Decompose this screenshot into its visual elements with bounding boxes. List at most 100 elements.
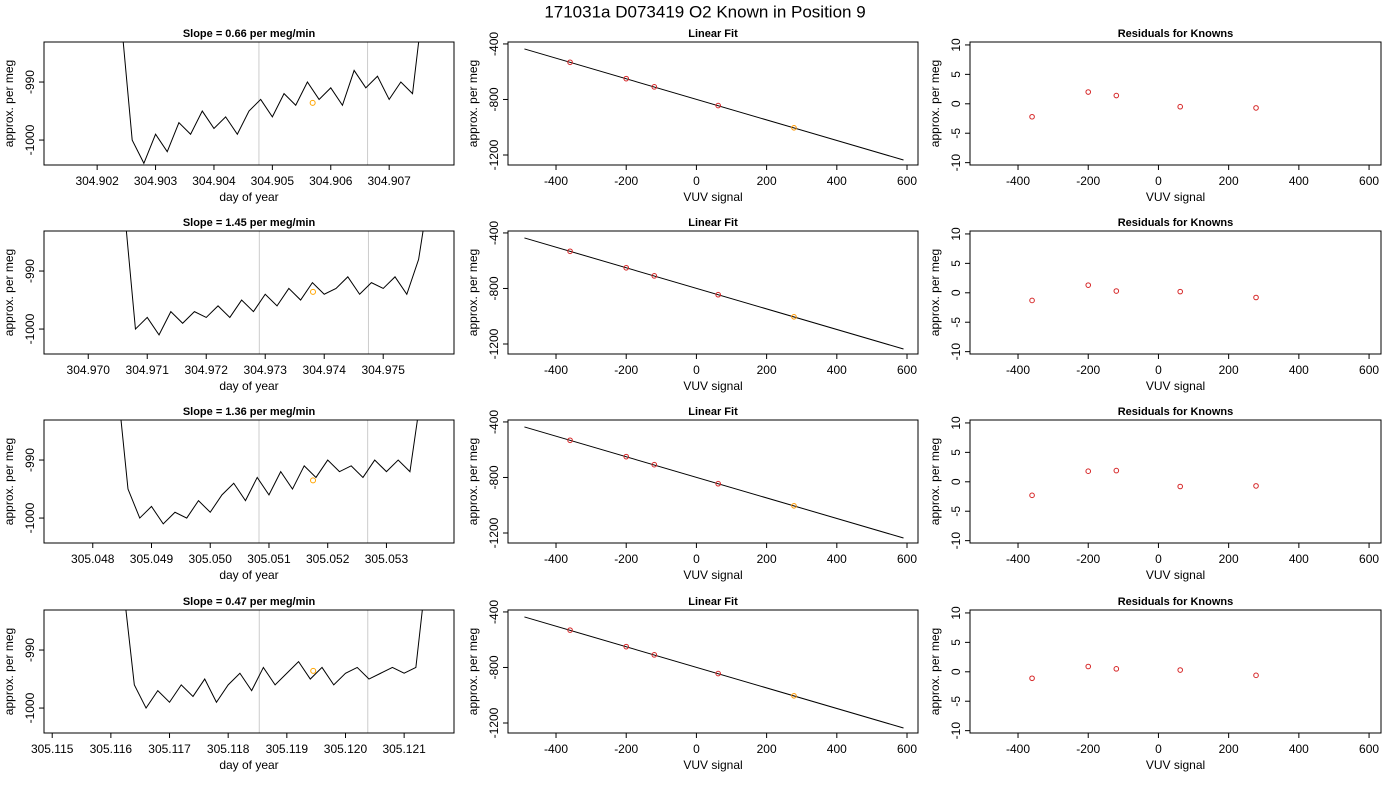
x-tick-label: 400 <box>1289 742 1309 756</box>
x-tick-label: -400 <box>544 552 568 566</box>
x-tick-label: 400 <box>1289 363 1309 377</box>
plot-area <box>524 426 904 539</box>
y-tick-label: -990 <box>23 638 37 662</box>
panel-title: Linear Fit <box>688 217 738 229</box>
panel-title: Residuals for Knowns <box>1118 596 1234 608</box>
x-tick-label: 200 <box>1219 174 1239 188</box>
x-tick-label: 600 <box>897 174 917 188</box>
data-point <box>1177 483 1184 490</box>
x-tick-label: 305.048 <box>71 552 115 566</box>
y-tick-label: 10 <box>949 606 963 620</box>
x-tick-label: 0 <box>1155 363 1162 377</box>
y-tick-label: -400 <box>487 410 501 434</box>
data-point <box>1177 667 1184 673</box>
x-tick-label: -400 <box>544 174 568 188</box>
x-tick-label: 200 <box>1219 363 1239 377</box>
x-tick-label: 600 <box>1359 174 1379 188</box>
data-point <box>567 627 573 633</box>
data-point <box>1029 492 1035 499</box>
y-tick-label: 0 <box>949 289 963 296</box>
fit-line <box>524 616 904 729</box>
data-point <box>791 313 797 320</box>
x-tick-label: 304.973 <box>244 363 288 377</box>
plot-area <box>125 610 423 733</box>
x-tick-label: 304.904 <box>192 174 236 188</box>
x-tick-label: -200 <box>614 363 638 377</box>
data-point <box>1029 113 1035 120</box>
x-tick-label: 600 <box>1359 363 1379 377</box>
y-tick-label: -1000 <box>23 692 37 723</box>
x-axis-label: VUV signal <box>683 190 742 204</box>
y-tick-label: -800 <box>487 465 501 489</box>
x-tick-label: -200 <box>614 552 638 566</box>
data-point <box>1029 675 1035 682</box>
data-line <box>125 231 424 336</box>
plot-area <box>120 420 418 543</box>
x-axis-label: day of year <box>219 568 278 582</box>
data-line <box>125 610 423 710</box>
x-tick-label: 600 <box>897 552 917 566</box>
panel-title: Linear Fit <box>688 28 738 40</box>
plot-frame <box>969 41 1382 166</box>
x-tick-label: 200 <box>757 363 777 377</box>
x-tick-label: -200 <box>1076 363 1100 377</box>
data-line <box>122 42 420 165</box>
data-point <box>1253 294 1259 301</box>
panel-title: Slope = 1.36 per meg/min <box>183 406 316 418</box>
marker-point <box>310 667 317 674</box>
y-tick-label: -5 <box>949 128 963 139</box>
data-point <box>567 437 573 444</box>
plot-frame <box>969 419 1382 544</box>
x-tick-label: 305.053 <box>365 552 409 566</box>
data-point <box>1085 663 1092 670</box>
x-tick-label: 200 <box>1219 742 1239 756</box>
data-point <box>623 264 630 271</box>
x-tick-label: 0 <box>1155 742 1162 756</box>
panel-title: Linear Fit <box>688 596 738 608</box>
x-tick-label: -400 <box>1006 742 1030 756</box>
x-tick-label: 304.970 <box>67 363 111 377</box>
y-axis-label: approx. per meg <box>2 60 16 147</box>
y-tick-label: 5 <box>949 449 963 456</box>
y-tick-label: -990 <box>23 70 37 94</box>
data-point <box>1253 483 1259 489</box>
plot-area <box>1029 467 1259 499</box>
x-tick-label: 0 <box>1155 552 1162 566</box>
x-axis-label: VUV signal <box>1146 568 1205 582</box>
data-point <box>651 84 658 90</box>
data-point <box>715 102 721 109</box>
plot-frame <box>969 230 1382 355</box>
y-tick-label: 5 <box>949 260 963 267</box>
y-axis-label: approx. per meg <box>466 438 480 525</box>
x-tick-label: 0 <box>1155 174 1162 188</box>
y-axis-label: approx. per meg <box>466 628 480 715</box>
plot-area <box>125 231 424 354</box>
y-tick-label: 5 <box>949 71 963 78</box>
x-tick-label: 305.051 <box>247 552 291 566</box>
x-tick-label: 304.905 <box>251 174 295 188</box>
x-tick-label: 400 <box>827 363 847 377</box>
x-tick-label: 400 <box>827 174 847 188</box>
x-tick-label: 305.119 <box>266 742 309 756</box>
y-tick-label: -400 <box>487 32 501 56</box>
y-axis-label: approx. per meg <box>928 60 942 147</box>
x-tick-label: -400 <box>544 742 568 756</box>
plot-frame <box>969 609 1382 734</box>
x-tick-label: 304.971 <box>126 363 170 377</box>
x-tick-label: 305.120 <box>324 742 368 756</box>
data-line <box>120 420 418 525</box>
y-tick-label: -10 <box>949 343 963 361</box>
data-point <box>1029 297 1035 304</box>
panel-title: Linear Fit <box>688 406 738 418</box>
panel-title: Residuals for Knowns <box>1118 406 1234 418</box>
data-point <box>791 124 797 131</box>
y-tick-label: -990 <box>23 259 37 283</box>
y-tick-label: -990 <box>23 448 37 472</box>
data-point <box>623 453 630 460</box>
y-tick-label: 10 <box>949 38 963 52</box>
plot-frame <box>507 230 919 355</box>
x-tick-label: 400 <box>827 742 847 756</box>
data-point <box>1085 89 1092 95</box>
x-tick-label: 305.121 <box>382 742 426 756</box>
